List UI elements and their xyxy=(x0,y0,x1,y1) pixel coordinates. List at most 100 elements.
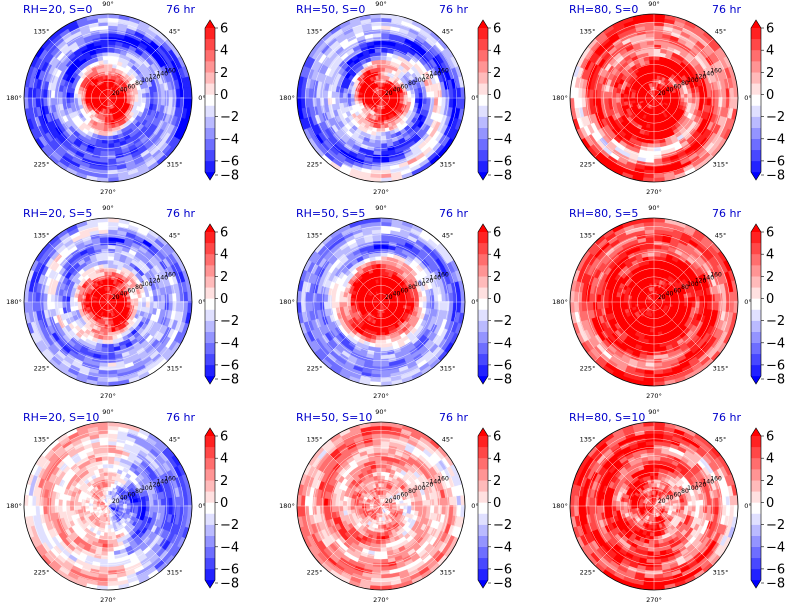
radial-tick-label: 80 xyxy=(408,80,416,87)
colorbar-segment xyxy=(205,276,215,288)
colorbar-tick-label: 0 xyxy=(766,88,774,103)
radial-tick-label: 60 xyxy=(673,83,681,90)
radial-tick-label: 160 xyxy=(710,67,722,74)
heatmap-field xyxy=(297,218,465,386)
angular-tick-label: 0° xyxy=(744,94,751,102)
angular-tick-label: 225° xyxy=(307,161,323,169)
colorbar-segment xyxy=(205,320,215,332)
radial-tick-label: 40 xyxy=(120,87,128,94)
colorbar-tick-label: −2 xyxy=(766,110,785,125)
colorbar-tick-label: 4 xyxy=(220,44,228,59)
colorbar-tick-label: −2 xyxy=(220,314,239,329)
grid-spoke xyxy=(380,97,441,158)
colorbar-segment xyxy=(205,83,215,95)
panel-2: RH=50, S=0 76 hr 20 40 60 80 100 120 140 160 90° 45… xyxy=(273,0,535,204)
radial-tick-label: 100 xyxy=(687,77,699,84)
grid-spoke xyxy=(653,97,714,158)
colorbar-segment xyxy=(205,298,215,310)
angular-tick-label: 180° xyxy=(6,94,22,102)
colorbar-tick-label: −4 xyxy=(766,132,785,147)
colorbar-tick-label: 4 xyxy=(220,248,228,263)
panel-time-label: 76 hr xyxy=(439,3,468,16)
colorbar-segment xyxy=(751,116,761,128)
grid-spoke xyxy=(107,242,168,303)
radial-tick-label: 120 xyxy=(149,74,161,81)
colorbar-segment xyxy=(205,309,215,321)
polar-outline xyxy=(569,13,739,183)
panel-time-label: 76 hr xyxy=(166,207,195,220)
colorbar-tick-label: −8 xyxy=(493,169,512,184)
radial-tick-label: 160 xyxy=(437,67,449,74)
colorbar-segment xyxy=(205,160,215,173)
angular-tick-label: 315° xyxy=(167,365,183,373)
radial-tick-label: 160 xyxy=(164,67,176,74)
polar-plot: 20 40 60 8010012014016090°45°0°315°270°225°… xyxy=(279,204,512,400)
angular-tick-label: 90° xyxy=(375,0,387,8)
colorbar-segment xyxy=(751,28,761,40)
angular-tick-label: 315° xyxy=(713,161,729,169)
radial-tick-label: 80 xyxy=(135,284,143,291)
colorbar-tick-label: −2 xyxy=(220,110,239,125)
radial-tick-label: 120 xyxy=(422,74,434,81)
colorbar-tick-label: 2 xyxy=(766,66,774,81)
heatmap-field xyxy=(24,218,192,386)
angular-tick-label: 270° xyxy=(100,392,116,400)
grid-spoke xyxy=(107,301,168,362)
colorbar-tick-label: −4 xyxy=(220,336,239,351)
colorbar-segment xyxy=(478,149,488,162)
angular-tick-label: 270° xyxy=(373,188,389,196)
polar-plot: 20 40 60 8010012014016090°45°0°315°270°225°… xyxy=(6,0,239,196)
radial-tick-label: 60 xyxy=(400,83,408,90)
grid-spoke xyxy=(594,97,655,158)
radial-tick-label: 100 xyxy=(141,281,153,288)
radial-tick-label: 80 xyxy=(135,80,143,87)
radial-tick-label: 140 xyxy=(157,275,169,282)
colorbar-segment xyxy=(751,149,761,162)
panel-4: RH=20, S=5 76 hr 20 40 60 80 100 120 140 160 90° 45… xyxy=(0,204,262,408)
angular-tick-label: 270° xyxy=(646,188,662,196)
colorbar-tick-label: 0 xyxy=(493,88,501,103)
colorbar-segment xyxy=(205,364,215,377)
colorbar-extend-low xyxy=(478,172,488,180)
colorbar-segment xyxy=(478,39,488,51)
colorbar-segment xyxy=(205,232,215,244)
angular-tick-label: 135° xyxy=(307,28,323,36)
angular-tick-label: 315° xyxy=(440,161,456,169)
radial-tick-label: 100 xyxy=(414,77,426,84)
radial-tick-label: 20 xyxy=(385,90,393,97)
angular-tick-label: 315° xyxy=(167,161,183,169)
heatmap-cell xyxy=(297,76,304,89)
radial-tick-label: 40 xyxy=(120,291,128,298)
polar-outline xyxy=(23,13,193,183)
colorbar-segment xyxy=(205,265,215,277)
angular-tick-label: 180° xyxy=(6,298,22,306)
colorbar-outline xyxy=(477,19,489,181)
angular-tick-label: 0° xyxy=(198,298,205,306)
colorbar-extend-high xyxy=(478,20,488,28)
colorbar-segment xyxy=(478,50,488,62)
radial-tick-label: 80 xyxy=(681,80,689,87)
angular-tick-label: 90° xyxy=(102,0,114,8)
colorbar-segment xyxy=(205,94,215,106)
colorbar-segment xyxy=(751,94,761,106)
colorbar-segment xyxy=(751,160,761,173)
angular-tick-label: 90° xyxy=(648,0,660,8)
colorbar-tick-label: −4 xyxy=(220,132,239,147)
heatmap-cell xyxy=(86,175,99,182)
colorbar-tick-label: 4 xyxy=(766,44,774,59)
colorbar-segment xyxy=(751,105,761,117)
radial-tick-label: 140 xyxy=(157,71,169,78)
heatmap-cell xyxy=(24,76,31,89)
grid-spoke xyxy=(653,38,714,99)
angular-tick-label: 180° xyxy=(279,94,295,102)
heatmap-cell xyxy=(632,175,645,182)
colorbar-extend-high xyxy=(751,20,761,28)
radial-tick-label: 20 xyxy=(658,90,666,97)
radial-tick-label: 40 xyxy=(393,87,401,94)
colorbar-tick-label: 6 xyxy=(220,226,228,241)
angular-tick-label: 0° xyxy=(471,94,478,102)
colorbar-tick-label: 4 xyxy=(493,44,501,59)
colorbar-tick-label: 2 xyxy=(493,66,501,81)
colorbar-segment xyxy=(751,83,761,95)
